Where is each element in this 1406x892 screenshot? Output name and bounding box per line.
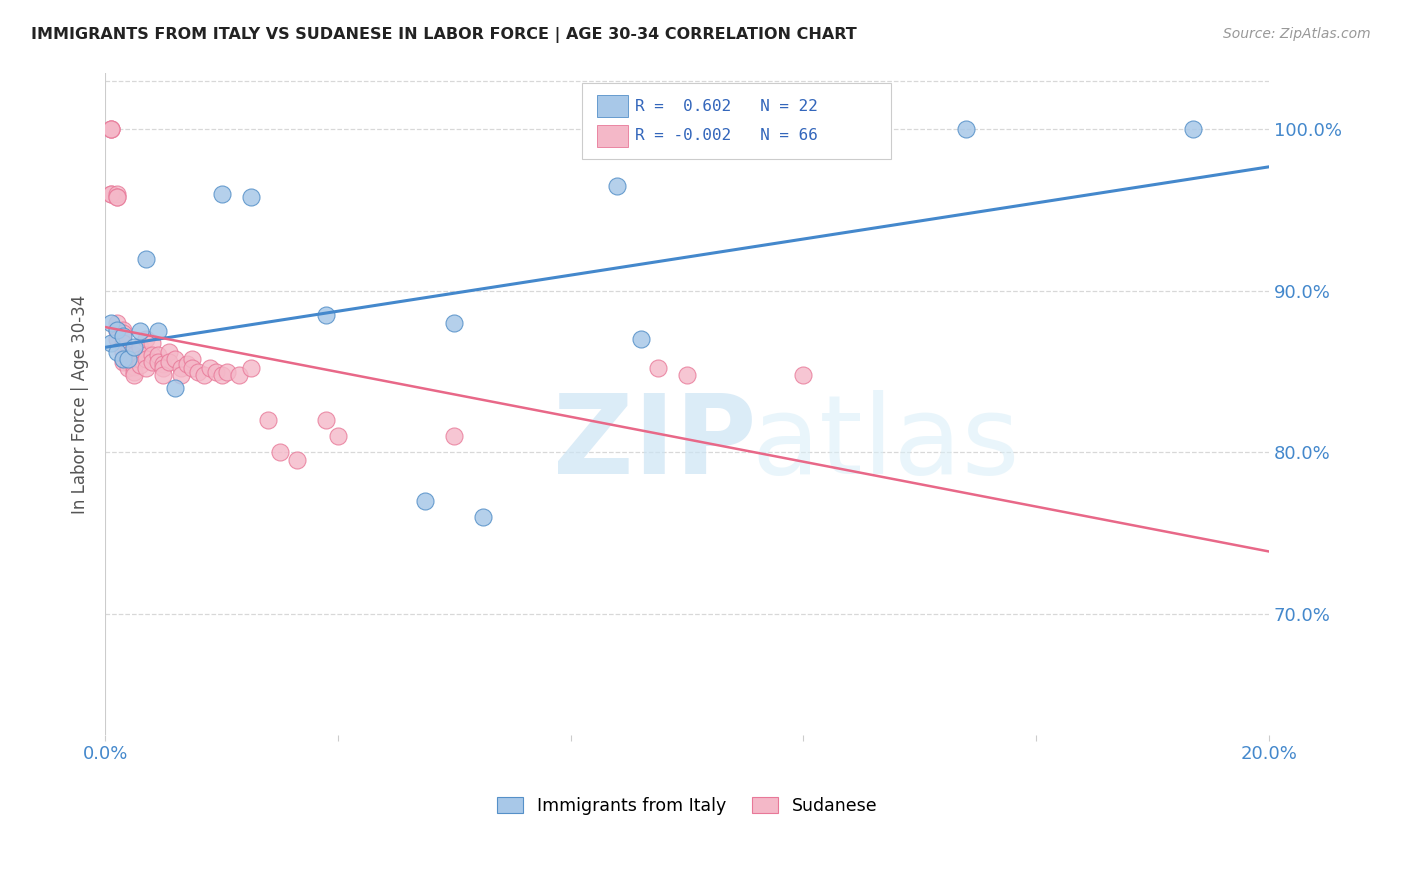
- Point: [129, 324, 152, 338]
- Point: [170, 361, 193, 376]
- Point: [141, 349, 163, 363]
- Point: [105, 190, 128, 204]
- Text: Source: ZipAtlas.com: Source: ZipAtlas.com: [1223, 27, 1371, 41]
- Point: [443, 429, 465, 443]
- Point: [100, 187, 122, 202]
- Point: [285, 453, 308, 467]
- Point: [204, 365, 226, 379]
- Point: [315, 308, 337, 322]
- Point: [315, 413, 337, 427]
- Point: [124, 359, 146, 374]
- Point: [239, 190, 262, 204]
- Point: [135, 349, 157, 363]
- Point: [124, 340, 146, 354]
- Point: [111, 323, 134, 337]
- Point: [129, 358, 152, 372]
- Point: [163, 381, 186, 395]
- Point: [111, 355, 134, 369]
- Point: [124, 365, 146, 379]
- Point: [606, 178, 628, 193]
- Point: [135, 252, 157, 266]
- Point: [443, 316, 465, 330]
- Point: [105, 316, 128, 330]
- FancyBboxPatch shape: [582, 83, 891, 159]
- Point: [141, 335, 163, 350]
- Point: [129, 340, 152, 354]
- Point: [955, 122, 977, 136]
- FancyBboxPatch shape: [598, 125, 627, 147]
- Point: [111, 345, 134, 359]
- Point: [100, 122, 122, 136]
- Point: [117, 351, 139, 366]
- Text: ZIP: ZIP: [553, 390, 756, 497]
- Point: [198, 361, 221, 376]
- Y-axis label: In Labor Force | Age 30-34: In Labor Force | Age 30-34: [72, 294, 89, 514]
- Point: [157, 345, 180, 359]
- Point: [124, 355, 146, 369]
- Point: [100, 122, 122, 136]
- Text: atlas: atlas: [751, 390, 1019, 497]
- Point: [117, 361, 139, 376]
- Point: [193, 368, 215, 382]
- Point: [105, 345, 128, 359]
- Point: [630, 332, 652, 346]
- Point: [472, 509, 495, 524]
- Point: [176, 357, 198, 371]
- Point: [129, 351, 152, 366]
- Point: [111, 329, 134, 343]
- Point: [111, 351, 134, 366]
- Point: [100, 335, 122, 350]
- Point: [111, 351, 134, 366]
- Point: [152, 368, 174, 382]
- Point: [135, 361, 157, 376]
- Point: [100, 316, 122, 330]
- Point: [146, 355, 169, 369]
- Point: [181, 361, 204, 376]
- Point: [105, 332, 128, 346]
- Point: [117, 345, 139, 359]
- Point: [141, 355, 163, 369]
- Point: [269, 445, 291, 459]
- Point: [647, 361, 669, 376]
- Point: [105, 323, 128, 337]
- Point: [117, 355, 139, 369]
- Point: [228, 368, 250, 382]
- Point: [170, 368, 193, 382]
- Point: [217, 365, 239, 379]
- Point: [117, 349, 139, 363]
- Point: [146, 349, 169, 363]
- Point: [413, 493, 436, 508]
- Point: [152, 357, 174, 371]
- Point: [100, 122, 122, 136]
- Point: [211, 187, 233, 202]
- Point: [105, 187, 128, 202]
- Point: [676, 368, 699, 382]
- Point: [111, 326, 134, 340]
- Point: [181, 351, 204, 366]
- Point: [326, 429, 349, 443]
- FancyBboxPatch shape: [598, 95, 627, 118]
- Point: [135, 351, 157, 366]
- Point: [105, 324, 128, 338]
- Point: [124, 368, 146, 382]
- Point: [105, 190, 128, 204]
- Point: [257, 413, 280, 427]
- Point: [152, 361, 174, 376]
- Text: R =  0.602   N = 22: R = 0.602 N = 22: [634, 99, 817, 113]
- Point: [100, 187, 122, 202]
- Point: [187, 365, 209, 379]
- Point: [792, 368, 814, 382]
- Point: [111, 335, 134, 350]
- Point: [124, 349, 146, 363]
- Point: [146, 324, 169, 338]
- Point: [163, 351, 186, 366]
- Point: [135, 332, 157, 346]
- Point: [239, 361, 262, 376]
- Legend: Immigrants from Italy, Sudanese: Immigrants from Italy, Sudanese: [489, 789, 884, 822]
- Text: R = -0.002   N = 66: R = -0.002 N = 66: [634, 128, 817, 144]
- Point: [211, 368, 233, 382]
- Text: IMMIGRANTS FROM ITALY VS SUDANESE IN LABOR FORCE | AGE 30-34 CORRELATION CHART: IMMIGRANTS FROM ITALY VS SUDANESE IN LAB…: [31, 27, 856, 43]
- Point: [1182, 122, 1205, 136]
- Point: [157, 355, 180, 369]
